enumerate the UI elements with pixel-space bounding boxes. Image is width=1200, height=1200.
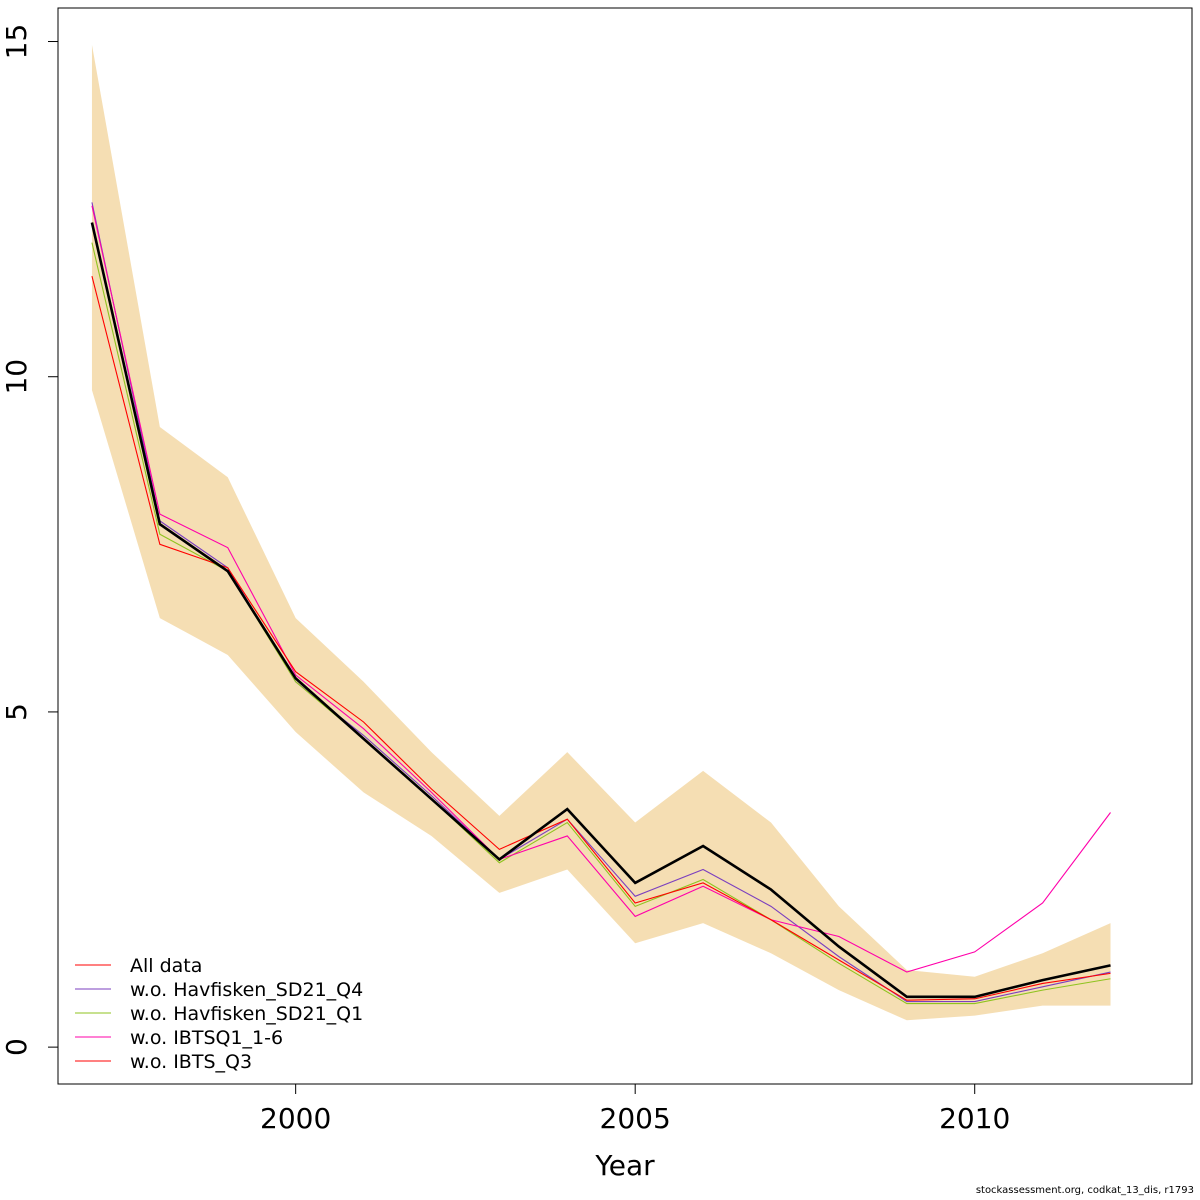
x-tick-label-2000: 2000 xyxy=(260,1102,331,1135)
plot-frame xyxy=(57,7,1193,1085)
series-line-4 xyxy=(91,276,1111,1001)
legend-label-1: w.o. Havfisken_SD21_Q4 xyxy=(130,979,363,1001)
x-tick-label-2010: 2010 xyxy=(939,1102,1010,1135)
y-tick-label-15: 15 xyxy=(0,24,33,60)
legend-label-3: w.o. IBTSQ1_1-6 xyxy=(130,1027,283,1049)
legend-label-4: w.o. IBTS_Q3 xyxy=(130,1051,252,1073)
x-axis-title: Year xyxy=(594,1149,655,1182)
series-line-3 xyxy=(91,205,1111,973)
legend-label-2: w.o. Havfisken_SD21_Q1 xyxy=(130,1003,363,1025)
legend-label-0: All data xyxy=(130,955,202,977)
y-tick-label-10: 10 xyxy=(0,359,33,395)
y-tick-label-0: 0 xyxy=(0,1038,33,1056)
x-tick-label-2005: 2005 xyxy=(600,1102,671,1135)
footer-credit: stockassessment.org, codkat_13_dis, r179… xyxy=(975,1185,1194,1196)
main-estimate-line xyxy=(90,222,1111,999)
y-tick-label-5: 5 xyxy=(0,703,33,721)
confidence-band xyxy=(91,44,1111,1021)
